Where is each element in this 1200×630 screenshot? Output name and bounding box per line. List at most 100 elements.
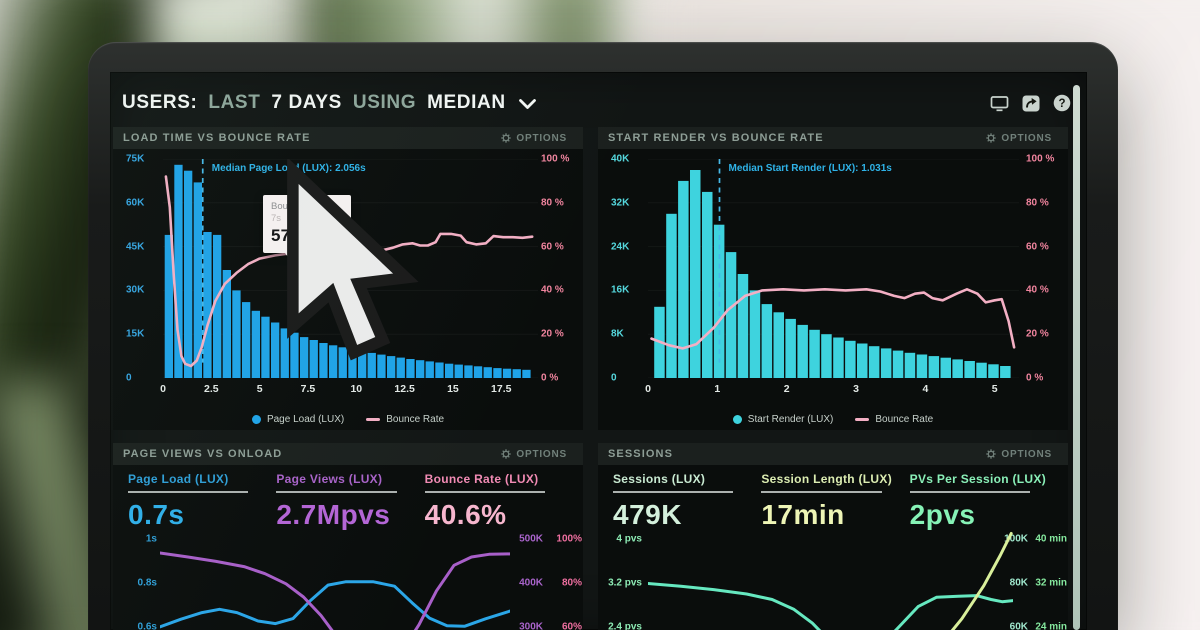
gear-icon	[986, 449, 997, 459]
legend-label: Bounce Rate	[875, 413, 934, 425]
metric-label: Sessions (LUX)	[613, 472, 706, 486]
y-axis-right-k: 100K 80K 60K	[988, 534, 1028, 630]
axis-tick-label: 2.4 pvs	[608, 621, 642, 630]
header-title-part: LAST	[208, 92, 261, 113]
users-range-dropdown[interactable]: USERS: LAST 7 DAYS USING MEDIAN	[122, 92, 536, 114]
legend-item-start-render[interactable]: Start Render (LUX)	[732, 413, 834, 425]
y-axis-right: 100 % 80 % 60 % 40 % 20 % 0 %	[541, 154, 581, 384]
metric-page-load: Page Load (LUX) 0.7s	[128, 472, 276, 531]
axis-tick-label: 8K	[611, 328, 624, 340]
page-views-onload-chart[interactable]	[160, 531, 510, 630]
x-axis-tick-label: 5	[256, 383, 263, 395]
axis-tick-label: 80%	[561, 577, 582, 589]
y-axis-left: 4 pvs 3.2 pvs 2.4 pvs	[604, 534, 642, 630]
chart-area: 40K 32K 24K 16K 8K 0 100 % 80 % 60 % 40 % 20 % 0 %…	[598, 149, 1068, 430]
axis-tick-label: 40 %	[1026, 284, 1049, 296]
axis-tick-label: 0	[611, 372, 617, 384]
axis-tick-label: 60%	[561, 621, 582, 630]
dashboard-screen: USERS: LAST 7 DAYS USING MEDIAN ?	[110, 72, 1087, 630]
panel-header: PAGE VIEWS VS ONLOAD OPTIONS	[113, 443, 583, 465]
options-button[interactable]: OPTIONS	[980, 132, 1058, 145]
plot-area: Median Page Load (LUX): 2.056s Bounce Ra…	[163, 159, 538, 378]
axis-tick-label: 100%	[556, 533, 582, 545]
gear-icon	[501, 133, 512, 143]
panel-title: SESSIONS	[608, 448, 674, 460]
axis-tick-label: 400K	[519, 577, 543, 589]
metric-session-length: Session Length (LUX) 17min	[761, 472, 909, 531]
share-icon-button[interactable]	[1022, 95, 1040, 112]
panel-title: LOAD TIME VS BOUNCE RATE	[123, 132, 311, 144]
metric-label: Bounce Rate (LUX)	[424, 472, 539, 486]
chevron-down-icon	[518, 98, 536, 109]
legend-item-bounce-rate[interactable]: Bounce Rate	[366, 414, 444, 425]
chart-legend: Page Load (LUX) Bounce Rate	[113, 411, 583, 427]
axis-tick-label: 80 %	[1026, 197, 1049, 209]
axis-tick-label: 1s	[145, 533, 157, 545]
axis-tick-label: 100 %	[541, 153, 570, 165]
axis-tick-label: 60 %	[1026, 241, 1049, 253]
metric-value: 40.6%	[424, 499, 507, 530]
options-label: OPTIONS	[516, 132, 567, 144]
metric-underline	[761, 491, 882, 493]
panel-grid: LOAD TIME VS BOUNCE RATE OPTIONS 75K 60K 4…	[113, 127, 1068, 630]
metric-label: Session Length (LUX)	[761, 472, 892, 486]
axis-tick-label: 100K	[1004, 533, 1028, 545]
metric-label: Page Load (LUX)	[128, 472, 229, 486]
x-axis-tick-label: 2	[783, 383, 790, 395]
options-button[interactable]: OPTIONS	[495, 448, 573, 461]
legend-label: Bounce Rate	[386, 413, 445, 425]
y-axis-right-k: 500K 400K 300K	[503, 534, 543, 630]
options-label: OPTIONS	[1001, 448, 1052, 460]
legend-label: Start Render (LUX)	[747, 413, 834, 425]
legend-line-marker	[366, 417, 381, 421]
axis-tick-label: 300K	[519, 621, 543, 630]
axis-tick-label: 0.6s	[137, 621, 157, 630]
axis-tick-label: 0 %	[541, 372, 559, 384]
axis-tick-label: 20 %	[1026, 328, 1049, 340]
axis-tick-label: 24K	[611, 241, 630, 253]
svg-text:?: ?	[1058, 98, 1065, 110]
mouse-cursor-icon	[287, 159, 419, 361]
options-button[interactable]: OPTIONS	[980, 448, 1058, 461]
x-axis-tick-label: 0	[160, 383, 166, 395]
x-axis-tick-label: 5	[991, 383, 998, 395]
axis-tick-label: 24 min	[1035, 621, 1067, 630]
legend-item-page-load[interactable]: Page Load (LUX)	[251, 413, 345, 425]
help-icon-button[interactable]: ?	[1053, 94, 1071, 112]
y-axis-right-min: 40 min 32 min 24 min	[1023, 534, 1067, 630]
metric-bounce-rate: Bounce Rate (LUX) 40.6%	[424, 472, 573, 531]
metric-value: 0.7s	[128, 499, 185, 530]
sessions-chart[interactable]	[648, 531, 1013, 630]
panel-header: LOAD TIME VS BOUNCE RATE OPTIONS	[113, 127, 583, 149]
y-axis-left: 40K 32K 24K 16K 8K 0	[611, 154, 645, 384]
metric-page-views: Page Views (LUX) 2.7Mpvs	[276, 472, 424, 531]
start-render-chart[interactable]	[648, 159, 1019, 378]
panel-sessions: SESSIONS OPTIONS Sessions (LUX) 479K	[598, 443, 1068, 630]
axis-tick-label: 32K	[611, 197, 630, 209]
axis-tick-label: 45K	[126, 241, 145, 253]
axis-tick-label: 32 min	[1035, 577, 1067, 589]
load-time-chart[interactable]	[163, 159, 538, 378]
x-axis: 0 1 2 3 4 5	[645, 383, 1019, 396]
scrollbar[interactable]	[1073, 85, 1080, 630]
panel-start-render-vs-bounce-rate: START RENDER VS BOUNCE RATE OPTIONS 40K 3…	[598, 127, 1068, 430]
metric-underline	[128, 491, 249, 493]
axis-tick-label: 15K	[126, 328, 145, 340]
axis-tick-label: 500K	[519, 533, 543, 545]
monitor-icon-button[interactable]	[990, 95, 1009, 112]
mini-chart-area: 4 pvs 3.2 pvs 2.4 pvs 100K 80K 60K 40 min 32 …	[598, 531, 1068, 630]
panel-header: START RENDER VS BOUNCE RATE OPTIONS	[598, 127, 1068, 149]
tooltip-x-value: 7s	[271, 213, 282, 224]
legend-item-bounce-rate[interactable]: Bounce Rate	[855, 414, 933, 425]
axis-tick-label: 16K	[611, 284, 630, 296]
x-axis: 0 2.5 5 7.5 10 12.5 15 17.5	[160, 383, 538, 396]
metric-row: Page Load (LUX) 0.7s Page Views (LUX) 2.…	[113, 465, 583, 531]
x-axis-tick-label: 15	[447, 383, 459, 395]
axis-tick-label: 0	[126, 372, 132, 384]
panel-load-time-vs-bounce-rate: LOAD TIME VS BOUNCE RATE OPTIONS 75K 60K 4…	[113, 127, 583, 430]
options-button[interactable]: OPTIONS	[495, 132, 573, 145]
axis-tick-label: 60K	[126, 197, 145, 209]
legend-label: Page Load (LUX)	[266, 413, 345, 425]
header-title-part: 7 DAYS	[271, 92, 342, 113]
axis-tick-label: 4 pvs	[616, 533, 642, 545]
